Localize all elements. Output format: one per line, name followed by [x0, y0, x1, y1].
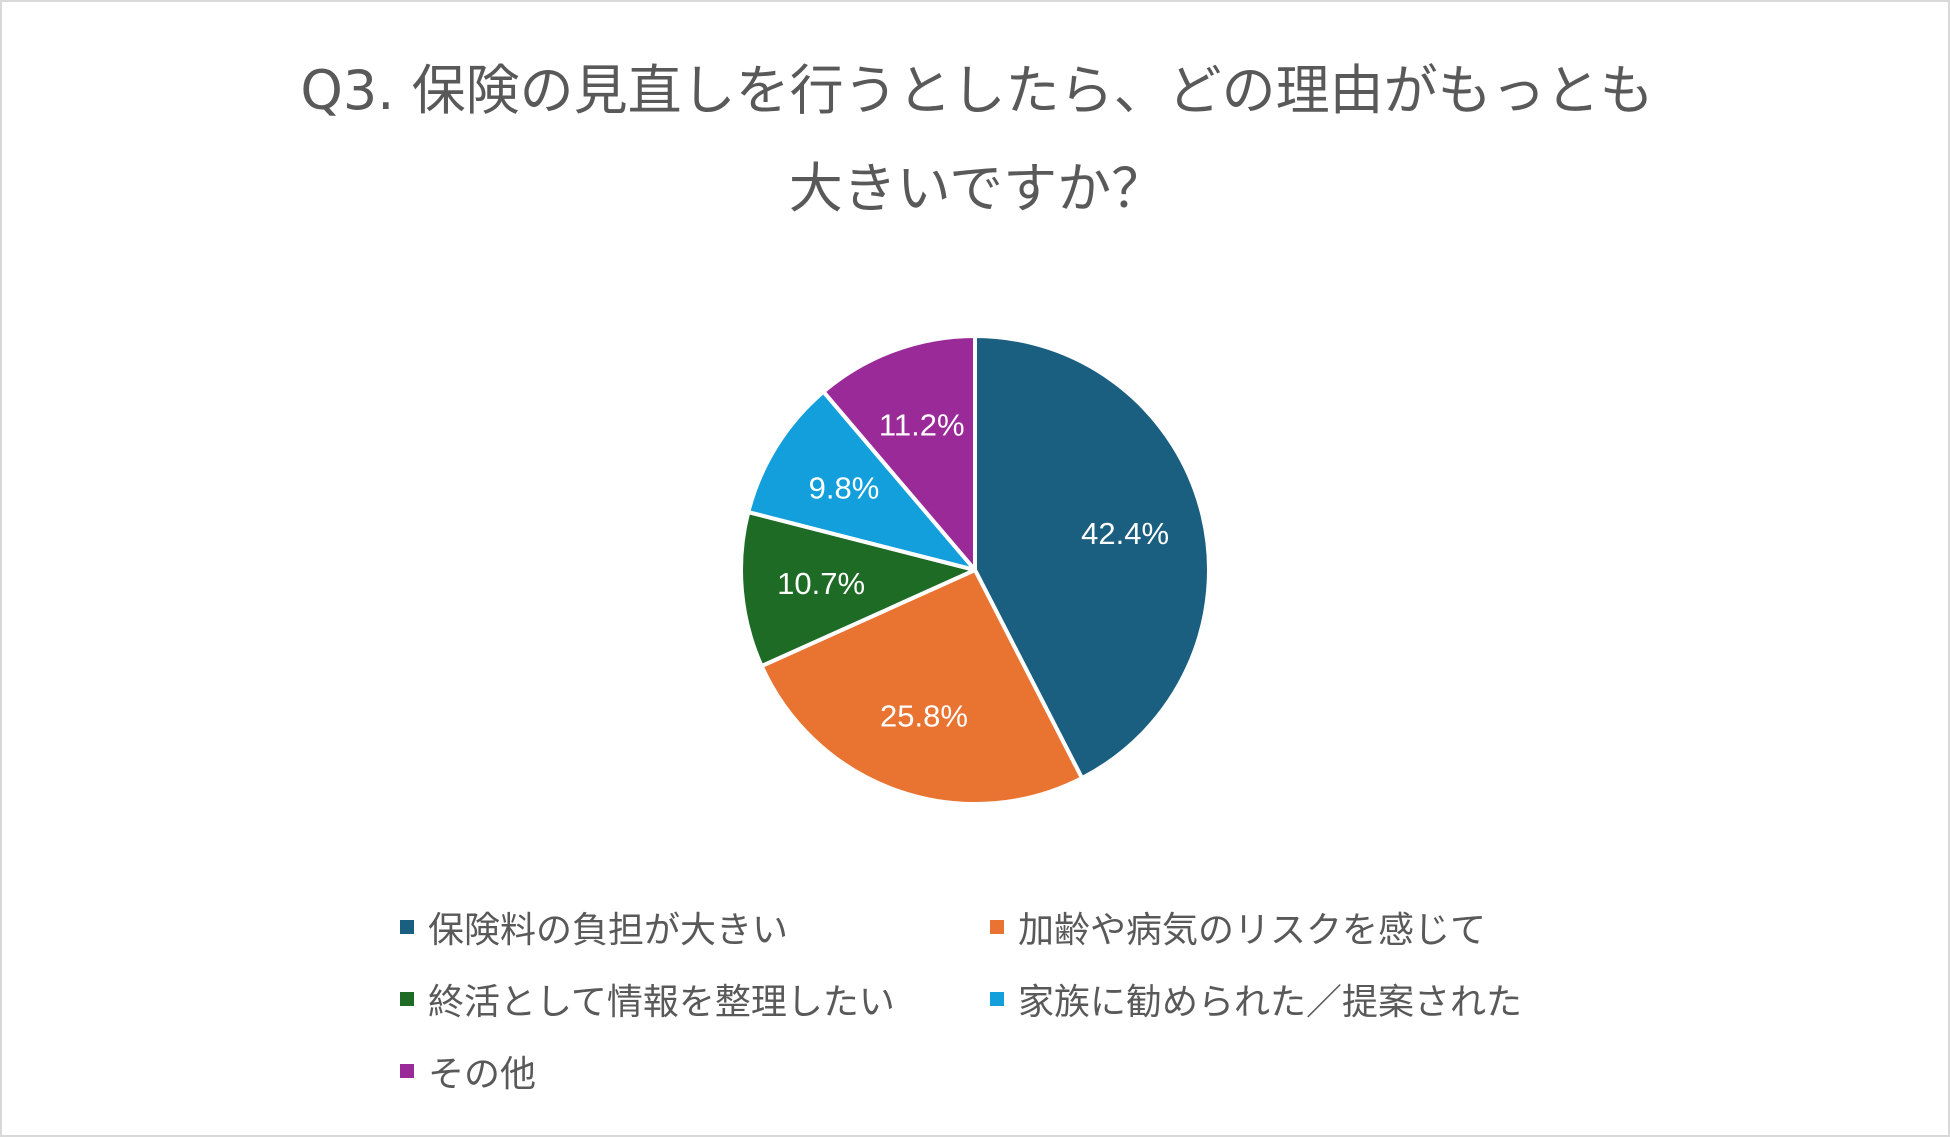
chart-title-line-1: Q3. 保険の見直しを行うとしたら、どの理由がもっとも [300, 59, 1654, 122]
legend-swatch-2 [990, 920, 1004, 934]
legend-label-5: その他 [428, 1054, 537, 1095]
legend-item-3: 終活として情報を整理したい [400, 969, 895, 1029]
pie-slice-2 [759, 568, 1084, 806]
legend-swatch-5 [400, 1064, 414, 1078]
pie-data-label-2: 25.8% [880, 698, 968, 733]
pie-data-label-1: 42.4% [1081, 516, 1169, 551]
legend-swatch-1 [400, 920, 414, 934]
legend-item-5: その他 [400, 1041, 536, 1101]
pie-slice-1 [973, 334, 1211, 781]
legend-item-1: 保険料の負担が大きい [400, 897, 788, 957]
pie-slice-3 [739, 510, 977, 669]
pie-slice-5 [821, 334, 977, 572]
chart-title-line-2: 大きいですか？ [788, 157, 1166, 220]
legend-label-3: 終活として情報を整理したい [428, 982, 895, 1023]
legend-swatch-3 [400, 992, 414, 1006]
pie-labels: 42.4% 25.8% 10.7% 9.8% 11.2% [777, 408, 1169, 734]
pie-slice-4 [746, 389, 977, 572]
legend-swatch-4 [990, 992, 1004, 1006]
pie-slices [739, 334, 1211, 806]
pie-data-label-5: 11.2% [879, 408, 965, 443]
pie-data-label-3: 10.7% [777, 566, 865, 601]
pie-data-label-4: 9.8% [809, 471, 880, 506]
legend-label-4: 家族に勧められた／提案された [1018, 982, 1523, 1023]
legend-label-2: 加齢や病気のリスクを感じて [1018, 910, 1487, 951]
legend-item-2: 加齢や病気のリスクを感じて [990, 897, 1486, 957]
legend-item-4: 家族に勧められた／提案された [990, 969, 1522, 1029]
chart-title: Q3. 保険の見直しを行うとしたら、どの理由がもっとも 大きいですか？ [2, 42, 1950, 238]
legend-label-1: 保険料の負担が大きい [428, 910, 789, 951]
